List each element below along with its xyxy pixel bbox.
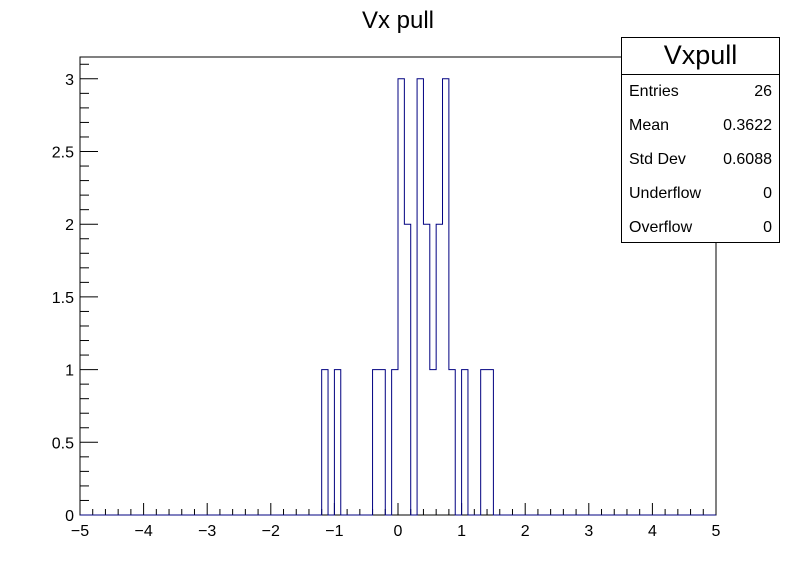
x-tick-label: 3 (584, 523, 593, 540)
x-tick-labels: −5 −4 −3 −2 −1 0 1 2 3 4 5 (71, 523, 721, 540)
x-tick-label: 5 (712, 523, 721, 540)
stats-row-mean: Mean 0.3622 (622, 109, 779, 143)
stats-row-entries: Entries 26 (622, 75, 779, 109)
stats-row-overflow: Overflow 0 (622, 211, 779, 245)
stats-row-stddev: Std Dev 0.6088 (622, 143, 779, 177)
stats-label: Entries (629, 83, 679, 100)
y-tick-labels: 0 0.5 1 1.5 2 2.5 3 (52, 72, 74, 525)
y-tick-label: 2 (65, 217, 74, 234)
x-tick-label: −2 (262, 523, 280, 540)
stats-label: Std Dev (629, 151, 686, 168)
x-tick-label: −4 (134, 523, 152, 540)
stats-value: 0.3622 (723, 117, 772, 134)
y-tick-label: 2.5 (52, 145, 74, 162)
stats-label: Overflow (629, 219, 693, 236)
y-tick-label: 0 (65, 508, 74, 525)
x-tick-label: −1 (325, 523, 343, 540)
stats-value: 0 (763, 185, 772, 202)
stats-title: Vxpull (622, 38, 779, 75)
stats-value: 26 (754, 83, 772, 100)
y-tick-label: 1.5 (52, 290, 74, 307)
x-tick-label: 4 (648, 523, 657, 540)
x-tick-label: 2 (521, 523, 530, 540)
stats-value: 0.6088 (723, 151, 772, 168)
stats-label: Mean (629, 117, 670, 134)
stats-value: 0 (763, 219, 772, 236)
stats-box: Vxpull Entries 26 Mean 0.3622 Std Dev 0.… (621, 37, 780, 243)
x-tick-label: −3 (198, 523, 216, 540)
y-tick-label: 0.5 (52, 435, 74, 452)
stats-row-underflow: Underflow 0 (622, 177, 779, 211)
y-tick-label: 1 (65, 363, 74, 380)
x-tick-label: 1 (457, 523, 466, 540)
histogram-line (80, 78, 716, 516)
x-tick-label: 0 (394, 523, 403, 540)
y-tick-label: 3 (65, 72, 74, 89)
axis-ticks (79, 63, 717, 516)
x-tick-label: −5 (71, 523, 89, 540)
chart-title: Vx pull (362, 7, 434, 34)
stats-label: Underflow (629, 185, 702, 202)
